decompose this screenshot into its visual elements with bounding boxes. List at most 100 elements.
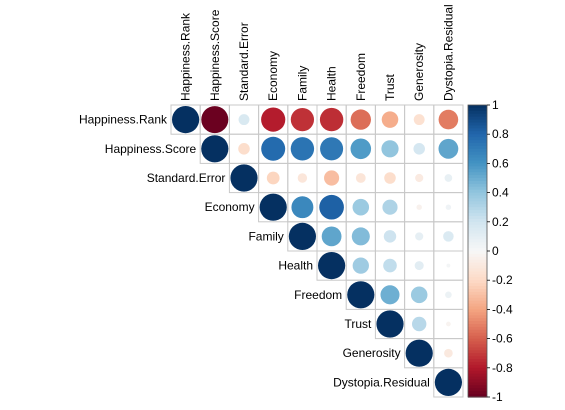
colorbar-segment [468, 172, 487, 176]
colorbar-segment [468, 125, 487, 129]
colorbar-segment [468, 286, 487, 290]
colorbar-segment [468, 175, 487, 179]
corr-circle-Family-Dystopia.Residual [443, 231, 454, 242]
corr-circle-Trust-Dystopia.Residual [446, 321, 451, 327]
corr-circle-Trust-Generosity [412, 316, 427, 332]
colorbar-segment [468, 306, 487, 310]
colorbar-segment [468, 207, 487, 211]
row-label: Happiness.Rank [79, 113, 168, 127]
colorbar-tick-label: 0.2 [492, 215, 509, 229]
column-label: Generosity [412, 43, 426, 101]
colorbar-segment [468, 274, 487, 278]
colorbar-segment [468, 332, 487, 337]
colorbar-segment [468, 248, 487, 252]
corr-circle-Happiness.Score-Dystopia.Residual [438, 138, 459, 159]
colorbar-segment [468, 251, 487, 255]
corr-circle-Standard.Error-Generosity [415, 173, 424, 183]
column-label: Freedom [354, 53, 368, 101]
corr-circle-Economy-Dystopia.Residual [445, 204, 452, 210]
corr-circle-Family-Trust [383, 230, 397, 243]
corr-circle-Happiness.Rank-Health [319, 107, 344, 132]
colorbar-segment [468, 271, 487, 275]
corr-circle-Happiness.Score-Family [290, 137, 315, 161]
corr-circle-Happiness.Rank-Trust [381, 111, 399, 128]
colorbar-segment [468, 233, 487, 237]
corr-circle-Happiness.Rank-Standard.Error [238, 114, 250, 126]
colorbar-segment [468, 312, 487, 316]
colorbar-segment [468, 245, 487, 249]
row-label: Health [278, 259, 313, 273]
corr-circle-Happiness.Rank-Happiness.Score [201, 106, 229, 134]
row-label: Freedom [294, 288, 342, 302]
corr-circle-Happiness.Score-Standard.Error [238, 143, 250, 155]
corr-circle-Economy-Family [291, 196, 314, 219]
colorbar-segment [468, 373, 487, 378]
colorbar-segment [468, 280, 487, 284]
colorbar-segment [468, 379, 487, 383]
corr-circle-Happiness.Score-Generosity [413, 143, 425, 155]
colorbar-segment [468, 201, 487, 205]
colorbar-segment [468, 356, 487, 360]
colorbar-segment [468, 382, 487, 386]
circle-layer [172, 106, 462, 396]
colorbar-segment [468, 350, 487, 354]
corr-circle-Dystopia.Residual-Dystopia.Residual [434, 368, 462, 396]
colorbar-segment [468, 186, 487, 191]
colorbar-segment [468, 253, 487, 258]
colorbar-segment [468, 326, 487, 331]
row-label: Standard.Error [147, 171, 226, 185]
column-label: Trust [383, 73, 397, 101]
corr-circle-Standard.Error-Dystopia.Residual [444, 174, 453, 182]
colorbar-segment [468, 142, 487, 147]
colorbar-segment [468, 265, 487, 270]
corr-circle-Health-Freedom [352, 257, 369, 274]
colorbar-segment [468, 198, 487, 202]
corr-circle-Freedom-Trust [380, 285, 400, 305]
colorbar-segment [468, 163, 487, 167]
colorbar-segment [468, 137, 487, 141]
colorbar: 1 0.8 0.6 0.4 0.2 0 -0.2 -0.4 -0.6 -0.8 -1 [467, 98, 513, 404]
colorbar-segment [468, 160, 487, 164]
corr-circle-Economy-Freedom [352, 198, 370, 216]
colorbar-segment [468, 391, 487, 395]
colorbar-segment [468, 116, 487, 121]
colorbar-segment [468, 154, 487, 159]
colorbar-segment [468, 394, 487, 398]
colorbar-tick-label: -1 [492, 390, 503, 404]
corr-circle-Happiness.Rank-Economy [261, 107, 286, 132]
corr-circle-Happiness.Rank-Happiness.Rank [172, 106, 200, 134]
colorbar-segment [468, 110, 487, 115]
colorbar-segment [468, 189, 487, 194]
corr-circle-Health-Dystopia.Residual [446, 263, 451, 268]
colorbar-segment [468, 335, 487, 340]
colorbar-tick-label: 0 [492, 244, 499, 258]
colorbar-segment [468, 215, 487, 220]
colorbar-segment [468, 122, 487, 127]
colorbar-segment [468, 353, 487, 357]
row-label: Happiness.Score [105, 142, 197, 156]
colorbar-segment [468, 376, 487, 381]
corr-circle-Economy-Health [319, 194, 344, 220]
colorbar-segment [468, 347, 487, 351]
corr-circle-Family-Generosity [415, 232, 424, 241]
colorbar-segment [468, 344, 487, 348]
corr-circle-Standard.Error-Family [297, 173, 308, 183]
colorbar-segment [468, 204, 487, 208]
corr-circle-Happiness.Score-Trust [381, 140, 399, 158]
colorbar-segment [468, 321, 487, 325]
corr-circle-Health-Generosity [414, 261, 424, 271]
corr-circle-Happiness.Score-Health [320, 137, 344, 161]
colorbar-segment [468, 318, 487, 322]
colorbar-segment [468, 180, 487, 185]
column-label: Happiness.Score [208, 9, 222, 101]
corr-circle-Family-Health [321, 226, 342, 247]
corr-circle-Freedom-Freedom [347, 281, 375, 309]
column-label: Happiness.Rank [179, 12, 193, 101]
colorbar-segment [468, 195, 487, 200]
colorbar-segment [468, 183, 487, 188]
corr-circle-Standard.Error-Health [324, 170, 340, 186]
corr-circle-Health-Trust [383, 258, 397, 273]
corr-circle-Generosity-Dystopia.Residual [444, 348, 453, 358]
row-label: Trust [345, 317, 373, 331]
